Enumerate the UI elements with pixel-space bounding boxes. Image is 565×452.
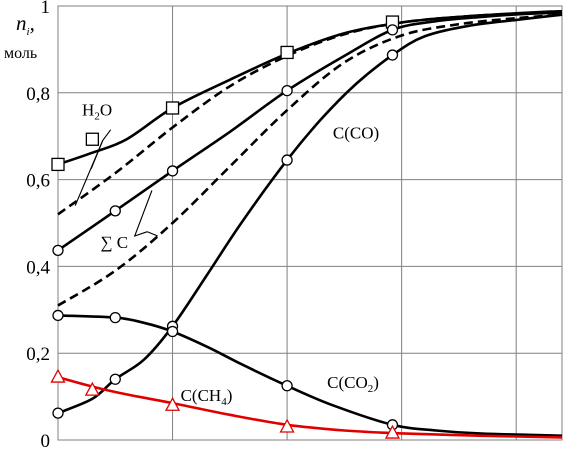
marker-h2o [85, 132, 100, 146]
marker-c-ch4 [50, 368, 66, 383]
series-lines [57, 9, 563, 439]
leader-sum-c-dashed [147, 231, 158, 237]
series-line-c-co2 [57, 314, 563, 437]
marker-c [386, 24, 399, 36]
marker-c-co [109, 373, 121, 385]
leader-sum-c-solid [133, 190, 153, 237]
series-line-h2o [57, 9, 563, 166]
marker-c [52, 244, 64, 256]
marker-c-co [281, 154, 293, 166]
series-line-c-ch4 [57, 375, 563, 439]
y-tick-label: 0,2 [26, 344, 50, 365]
marker-h2o [280, 45, 294, 60]
marker-c-co2 [109, 311, 121, 324]
label-c-co: C(CO) [333, 123, 379, 142]
marker-h2o [51, 157, 65, 172]
y-tick-labels: 0 0,2 0,4 0,6 0,8 1 [26, 0, 50, 452]
plot-frame [57, 5, 563, 441]
y-axis-unit: моль [4, 45, 37, 62]
marker-c [281, 84, 293, 97]
marker-c-co [52, 407, 64, 419]
marker-c-co2 [281, 380, 293, 392]
label-c-ch4: C(CH4) [181, 386, 233, 408]
marker-h2o [165, 101, 180, 115]
marker-c-co [386, 49, 399, 61]
marker-c-ch4 [84, 381, 100, 396]
marker-c-co2 [166, 325, 179, 338]
marker-c [166, 165, 179, 177]
y-tick-label: 0,8 [26, 84, 50, 105]
y-tick-label: 0,4 [26, 257, 50, 278]
label-c-co2: C(CO2) [327, 373, 379, 395]
marker-c-ch4 [279, 418, 295, 433]
y-axis-label: ni, [16, 11, 35, 38]
marker-c-ch4 [384, 424, 401, 439]
y-tick-label: 0 [41, 431, 51, 452]
y-tick-label: 0,6 [26, 171, 50, 192]
marker-c-ch4 [164, 396, 181, 411]
y-tick-label: 1 [41, 0, 51, 18]
leader-h2o-dashed [74, 140, 104, 206]
annotation-leaders [74, 129, 158, 237]
series-line-h2o-eq [57, 11, 563, 216]
marker-c-co2 [52, 309, 64, 322]
label-h2o: H2O [82, 100, 112, 122]
annotations: H2O ∑ C C(CO) C(CO2) C(CH4) [82, 100, 379, 408]
label-sum-c: ∑ C [100, 233, 128, 252]
marker-c [109, 205, 121, 217]
series-markers [50, 15, 401, 439]
series-line-c-eq [57, 13, 563, 307]
series-line-c [57, 11, 563, 252]
grid [57, 5, 563, 441]
